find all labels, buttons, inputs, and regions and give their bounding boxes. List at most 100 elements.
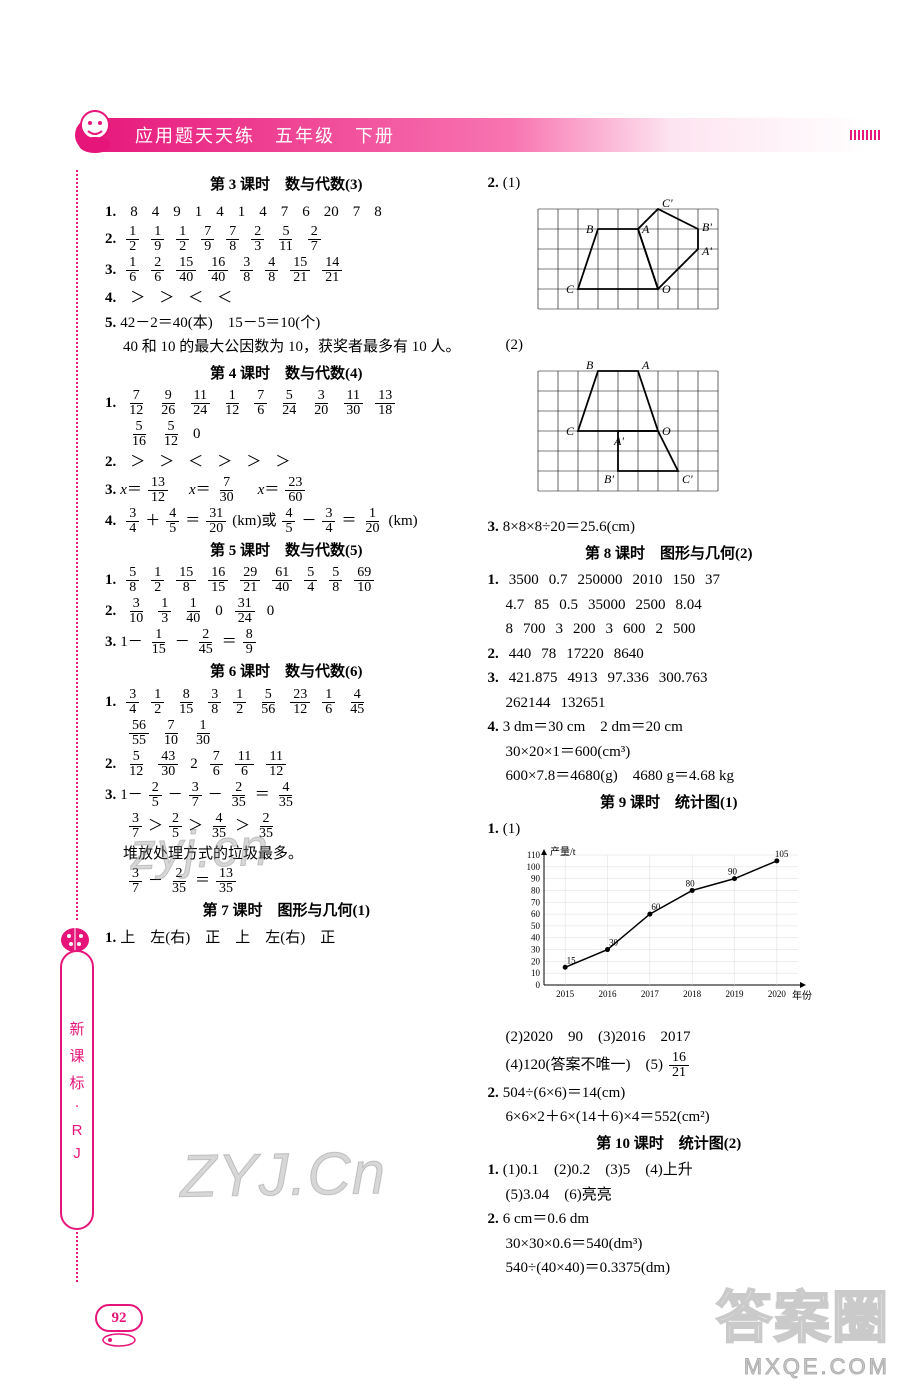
answer-row: 6×6×2＋6×(14＋6)×4＝552(cm²) (488, 1106, 851, 1129)
answer-row: 3. 1－115－245＝89 (105, 628, 468, 657)
answer-row: 4.＞＞＜＜ (105, 287, 468, 310)
svg-text:O: O (662, 424, 671, 438)
svg-text:0: 0 (535, 980, 540, 990)
answer-row: 1.8491414762078 (105, 201, 468, 224)
equation: 37－235＝1335 (123, 867, 242, 896)
content: 第 3 课时 数与代数(3) 1.8491414762078 2.1219127… (105, 170, 850, 1310)
answer-row: 2.12191279782351127 (105, 225, 468, 254)
header-mascot-icon (70, 105, 120, 155)
svg-text:C': C' (682, 472, 693, 486)
section-title: 第 3 课时 数与代数(3) (105, 174, 468, 197)
answer-row: 8700320036002500 (488, 618, 851, 641)
equation: 1－25－37－235＝435 (120, 781, 302, 810)
corner-logo-small: MXQE.COM (716, 1354, 890, 1380)
svg-text:C: C (566, 424, 575, 438)
inequality: 37＞25＞435＞235 (123, 812, 282, 841)
svg-text:70: 70 (531, 897, 541, 907)
answer-row: 30×20×1＝600(cm³) (488, 741, 851, 764)
answer-row: (2)2020 90 (3)2016 2017 (488, 1026, 851, 1049)
svg-text:110: 110 (526, 850, 540, 860)
geometry-diagram-1: C'B'BAA'CO (528, 199, 851, 331)
page-number-deco-icon (100, 1332, 138, 1348)
answer-row: 40 和 10 的最大公因数为 10，获奖者最多有 10 人。 (105, 336, 468, 359)
svg-text:2015: 2015 (556, 989, 575, 999)
svg-text:90: 90 (728, 866, 738, 876)
svg-text:B: B (586, 361, 594, 372)
answer-row: 2.51243302761161112 (105, 750, 468, 779)
answer-row: 1.(1)0.1 (2)0.2 (3)5 (4)上升 (488, 1159, 851, 1182)
right-column: 2.(1) C'B'BAA'CO (2) BACA'OB'C' 3.8×8×8÷… (488, 170, 851, 1310)
svg-text:2019: 2019 (725, 989, 744, 999)
answer-row: 2.504÷(6×6)＝14(cm) (488, 1082, 851, 1105)
sidebar-char: J (73, 1145, 81, 1162)
corner-logo-big: 答案圈 (716, 1273, 890, 1354)
answer-row: (4)120(答案不唯一) (5)1621 (488, 1051, 851, 1080)
answer-row: 4. 34＋45＝3120(km)或45－34＝120(km) (105, 507, 468, 536)
answer-row: 2.(1) (488, 172, 851, 195)
answer-row: 1.上 左(右) 正 上 左(右) 正 (105, 927, 468, 950)
answer-row: 1.71292611241127652432011301318 (105, 389, 468, 418)
header-title: 应用题天天练 五年级 下册 (135, 122, 395, 148)
svg-text:100: 100 (526, 861, 540, 871)
equation: 1－115－245＝89 (120, 628, 262, 657)
answer-row: 1.(1) (488, 818, 851, 841)
svg-text:C': C' (662, 199, 673, 210)
svg-text:80: 80 (531, 885, 541, 895)
svg-text:20: 20 (531, 956, 541, 966)
svg-text:30: 30 (531, 944, 541, 954)
answer-row: 30×30×0.6＝540(dm³) (488, 1233, 851, 1256)
section-title: 第 10 课时 统计图(2) (488, 1133, 851, 1156)
answer-row: 3.421.875491397.336300.763 (488, 667, 851, 690)
header-band: 应用题天天练 五年级 下册 (75, 118, 870, 152)
answer-row: 37－235＝1335 (105, 867, 468, 896)
equation: x＝1312 x＝730 x＝2360 (120, 476, 311, 505)
answer-row: 4.3 dm＝30 cm 2 dm＝20 cm (488, 716, 851, 739)
svg-text:10: 10 (531, 968, 541, 978)
section-title: 第 9 课时 统计图(1) (488, 792, 851, 815)
svg-text:A: A (641, 222, 650, 236)
svg-text:50: 50 (531, 920, 541, 930)
sidebar-char: · (75, 1099, 80, 1116)
answer-row: 堆放处理方式的垃圾最多。 (105, 843, 468, 866)
svg-text:B': B' (702, 220, 712, 234)
answer-row: 3. 1－25－37－235＝435 (105, 781, 468, 810)
answer-row: 5.42－2＝40(本) 15－5＝10(个) (105, 312, 468, 335)
svg-text:30: 30 (609, 937, 619, 947)
answer-row: 262144132651 (488, 692, 851, 715)
sidebar-dotted-line (76, 170, 78, 920)
svg-text:2020: 2020 (767, 989, 786, 999)
section-title: 第 7 课时 图形与几何(1) (105, 900, 468, 923)
answer-row: (2) (488, 334, 851, 357)
sidebar-char: R (72, 1122, 83, 1139)
svg-text:90: 90 (531, 873, 541, 883)
svg-text:2018: 2018 (683, 989, 702, 999)
answer-row: 3.8×8×8÷20＝25.6(cm) (488, 516, 851, 539)
svg-text:产量/t: 产量/t (550, 845, 576, 858)
svg-text:年份: 年份 (792, 989, 812, 1002)
svg-text:A': A' (613, 434, 624, 448)
answer-row: 1.35000.7250000201015037 (488, 569, 851, 592)
svg-text:O: O (662, 282, 671, 296)
sidebar-char: 课 (69, 1045, 84, 1066)
svg-text:40: 40 (531, 932, 541, 942)
geometry-diagram-2: BACA'OB'C' (528, 361, 851, 513)
sidebar-char: 标 (69, 1072, 84, 1093)
answer-row: 3.162615401640384815211421 (105, 256, 468, 285)
answer-row: 600×7.8＝4680(g) 4680 g＝4.68 kg (488, 765, 851, 788)
section-title: 第 8 课时 图形与几何(2) (488, 543, 851, 566)
answer-row: 5165120 (105, 420, 468, 449)
answer-row: 5655710130 (105, 719, 468, 748)
section-title: 第 6 课时 数与代数(6) (105, 661, 468, 684)
answer-row: 37＞25＞435＞235 (105, 812, 468, 841)
sidebar-char: 新 (69, 1018, 84, 1039)
answer-row: 2.6 cm＝0.6 dm (488, 1208, 851, 1231)
answer-row: 2.31013140031240 (105, 597, 468, 626)
svg-text:60: 60 (531, 909, 541, 919)
svg-text:A': A' (701, 244, 712, 258)
svg-text:105: 105 (774, 848, 788, 858)
line-chart: 0102030405060708090100110产量/t年份201515201… (508, 845, 851, 1023)
corner-logo: 答案圈 MXQE.COM (716, 1273, 890, 1380)
answer-row: 2.＞＞＜＞＞＞ (105, 451, 468, 474)
svg-text:B: B (586, 222, 594, 236)
page: 应用题天天练 五年级 下册 新 课 标 · R J 92 第 3 课时 数与代数… (0, 0, 900, 1390)
